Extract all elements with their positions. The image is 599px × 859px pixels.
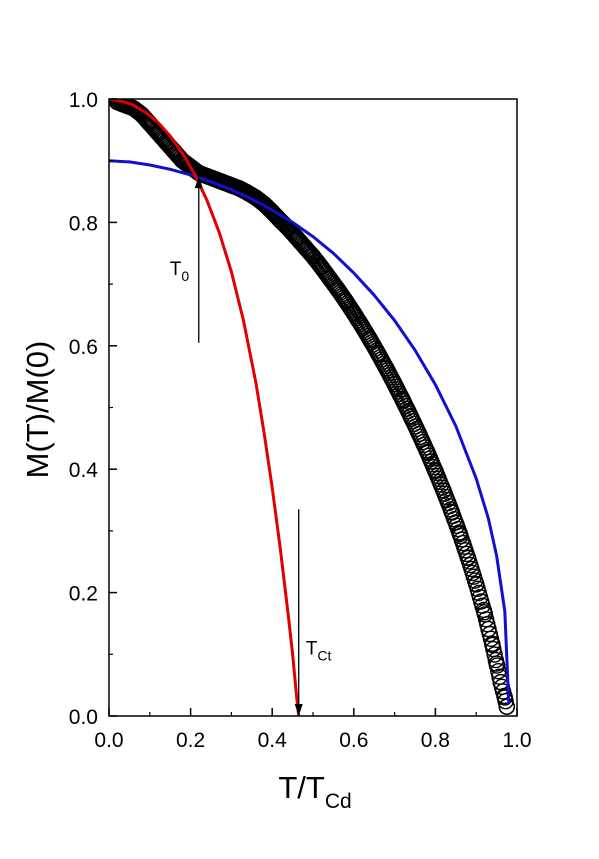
- annotation-label: T0: [170, 259, 190, 284]
- data-point: [410, 425, 428, 443]
- annotation-label-main: T: [170, 259, 182, 280]
- x-axis-title: T/TCd: [278, 770, 351, 813]
- series-markers: [109, 99, 515, 715]
- data-point: [476, 604, 493, 621]
- data-point: [459, 549, 477, 567]
- fit-curve-red: [109, 99, 301, 716]
- data-point-marker: [490, 663, 507, 680]
- annotation-arrow-head: [194, 176, 203, 189]
- y-tick-label: 0.4: [69, 459, 99, 482]
- data-point: [488, 655, 505, 672]
- x-tick-label: 0.4: [258, 729, 288, 752]
- annotation-label: TCt: [306, 638, 332, 663]
- data-point: [370, 345, 387, 362]
- data-point: [394, 391, 411, 409]
- y-tick-label: 0.8: [69, 212, 98, 235]
- fit-curve-blue: [109, 159, 511, 704]
- data-point: [419, 443, 436, 461]
- data-point: [378, 360, 395, 377]
- x-tick-label: 1.0: [502, 729, 531, 752]
- x-tick-label: 0.2: [176, 729, 205, 752]
- x-tick-label: 0.6: [339, 729, 368, 752]
- data-point: [386, 375, 403, 393]
- y-axis-title: M(T)/M(0): [20, 341, 55, 479]
- y-tick-label: 0.2: [69, 583, 98, 606]
- data-point: [329, 280, 346, 298]
- data-point: [484, 636, 501, 654]
- data-point: [264, 203, 281, 221]
- x-tick-label: 0.0: [94, 729, 123, 752]
- axis-ticks: [108, 98, 518, 717]
- data-point: [361, 331, 379, 348]
- data-point: [451, 525, 469, 543]
- data-point: [468, 575, 485, 593]
- annotation-label-subscript: Ct: [317, 647, 331, 663]
- y-tick-label: 0.6: [69, 336, 98, 359]
- x-axis-title-main: T/T: [278, 770, 325, 805]
- data-point: [498, 698, 515, 715]
- tick-labels: 0.0 0.2 0.4 0.6 0.8 1.0 0.0 0.2 0.4 0.6 0.8 1.0: [69, 89, 532, 752]
- data-point: [337, 292, 354, 309]
- data-point: [353, 317, 371, 335]
- data-point: [321, 269, 338, 287]
- data-point: [198, 167, 216, 185]
- x-tick-label: 0.8: [421, 729, 450, 752]
- data-point: [313, 258, 330, 275]
- data-point: [288, 229, 305, 247]
- data-point: [304, 248, 322, 265]
- y-tick-label: 1.0: [69, 89, 98, 112]
- annotation-label-main: T: [306, 638, 318, 659]
- y-tick-label: 0.0: [69, 706, 98, 729]
- data-point: [435, 482, 452, 499]
- x-axis-title-subscript: Cd: [325, 790, 352, 813]
- data-point: [443, 503, 460, 520]
- data-point: [296, 238, 313, 256]
- annotation-label-subscript: 0: [181, 268, 189, 284]
- data-point: [496, 689, 513, 706]
- annotation-arrow-head: [294, 704, 303, 716]
- data-point: [402, 408, 420, 425]
- data-point: [345, 304, 362, 322]
- data-layer: [109, 99, 515, 716]
- plot-frame: [108, 98, 518, 717]
- data-point-marker: [486, 646, 503, 663]
- data-point: [427, 462, 444, 480]
